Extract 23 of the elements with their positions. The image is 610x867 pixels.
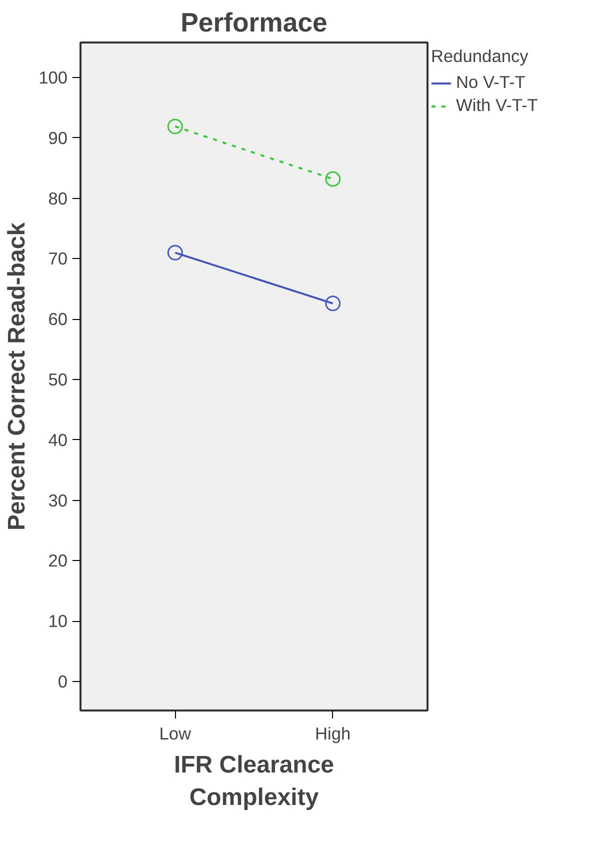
y-tick-label: 60 bbox=[48, 309, 68, 330]
x-tick-label: Low bbox=[159, 724, 192, 744]
y-tick-label: 40 bbox=[48, 430, 68, 450]
point bbox=[167, 118, 183, 134]
y-tick-label: 30 bbox=[48, 490, 68, 510]
y-tick-label: 20 bbox=[48, 550, 68, 571]
y-tick-label: 80 bbox=[48, 188, 68, 208]
x-tick-label: High bbox=[315, 724, 351, 744]
y-tick-label: 50 bbox=[48, 370, 68, 390]
chart-title: Performace bbox=[180, 8, 328, 38]
y-tick-label: 70 bbox=[48, 248, 68, 269]
y-tick-label: 90 bbox=[48, 128, 68, 148]
legend-label: No V-T-T bbox=[456, 72, 526, 93]
legend-label: With V-T-T bbox=[456, 95, 538, 116]
y-axis-title: Percent Correct Read-back bbox=[4, 222, 31, 531]
x-axis-title: IFR Clearance Complexity bbox=[174, 752, 334, 811]
point bbox=[325, 296, 341, 312]
point bbox=[325, 171, 341, 187]
y-tick-label: 100 bbox=[38, 68, 68, 88]
legend-title: Redundancy bbox=[431, 46, 530, 67]
point bbox=[167, 244, 183, 260]
y-tick-label: 10 bbox=[48, 611, 68, 632]
y-tick-label: 0 bbox=[58, 672, 68, 692]
